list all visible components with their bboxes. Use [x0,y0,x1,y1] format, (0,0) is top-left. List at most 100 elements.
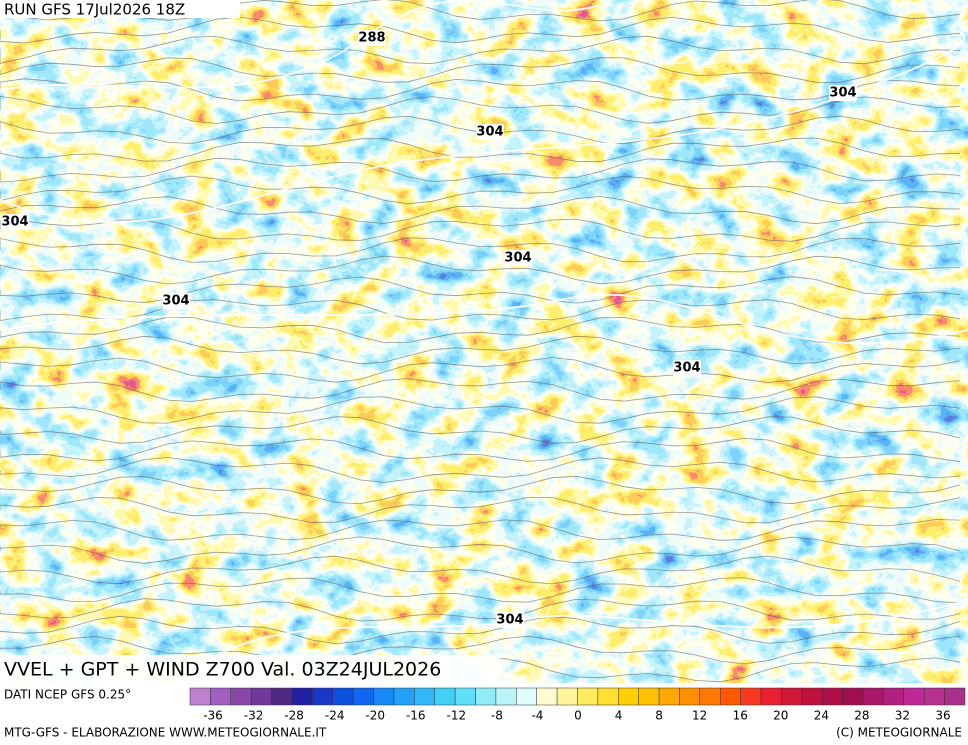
colorbar-cell [271,687,293,706]
colorbar-cell [597,687,619,706]
contour [0,293,968,345]
colorbar-tick-label: 28 [854,709,869,723]
colorbar-cell [944,687,966,706]
map-title: VVEL + GPT + WIND Z700 Val. 03Z24JUL2026 [4,659,441,681]
colorbar-tick-label: 4 [615,709,623,723]
colorbar-cell [821,687,843,706]
streamline [0,457,961,483]
streamline [0,519,961,541]
colorbar-tick-label: -20 [365,709,385,723]
colorbar-cell [720,687,741,706]
colorbar-cell [556,687,578,706]
streamline [0,615,961,645]
streamline [0,35,961,65]
contour-label-bg [496,612,524,628]
colorbar-cell [781,687,803,706]
streamline [0,276,961,304]
streamline [0,357,961,383]
colorbar-cell [454,687,476,706]
colorbar-tick-label: 8 [655,709,663,723]
streamline [0,137,961,163]
streamline [0,299,961,321]
streamline [0,635,961,665]
contour-label-bg [476,124,504,140]
title-box [0,655,500,683]
run-label: RUN GFS 17Jul2026 18Z [4,1,185,19]
colorbar-tick-label: -8 [491,709,503,723]
colorbar-tick-label: -32 [244,709,264,723]
colorbar-cell [414,687,435,706]
streamline [0,0,961,22]
contour-label: 304 [476,125,503,140]
run-box [0,0,240,18]
colorbar-tick-label: 24 [814,709,829,723]
colorbar-cell [923,687,945,706]
streamline [0,536,961,564]
colorbar-cell [250,687,272,706]
colorbar-tick-label: 0 [574,709,582,723]
contour-label: 304 [1,215,28,230]
colorbar-cell [475,687,497,706]
colorbar-cell [618,687,639,706]
colorbar-cell [679,687,701,706]
colorbar-cell [230,687,252,706]
contour [0,19,968,223]
colorbar-cell [801,687,823,706]
colorbar-cell [332,687,354,706]
source-label: DATI NCEP GFS 0.25° [4,688,131,702]
contour-label-bg [829,85,857,101]
streamline [0,335,961,365]
contour-label-bg [1,214,29,230]
contour-label: 304 [496,613,523,628]
colorbar-cell [842,687,864,706]
colorbar-cell [189,687,211,706]
streamline [0,598,961,622]
colorbar-tick-label: 32 [895,709,910,723]
contour-label: 304 [504,251,531,266]
colorbar-tick-label: 12 [692,709,707,723]
colorbar-tick-label: 20 [773,709,788,723]
credit-label: MTG-GFS - ELABORAZIONE WWW.METEOGIORNALE… [4,726,327,740]
streamline [0,95,961,124]
copyright-label: (C) METEOGIORNALE [836,726,962,740]
colorbar-cell [536,687,558,706]
colorbar-cell [312,687,334,706]
streamline [0,378,961,402]
colorbar-cell [352,687,374,706]
streamline [0,577,961,604]
vvel-field [0,0,968,683]
colorbar-cell [516,687,537,706]
contour-label-bg [673,360,701,376]
contour-label: 304 [829,86,856,101]
contour-label-bg [358,30,386,46]
colorbar-cell [495,687,517,706]
colorbar-cell [740,687,762,706]
streamline [0,16,961,44]
colorbar-tick-label: -4 [531,709,543,723]
colorbar-tick-label: -24 [325,709,345,723]
colorbar-cell [903,687,925,706]
colorbar-tick-label: -16 [406,709,426,723]
colorbar-cell [760,687,782,706]
colorbar-cell [577,687,599,706]
streamline [0,57,961,83]
colorbar-tick-label: -36 [203,709,223,723]
wind-streamlines [0,0,961,683]
colorbar-cell [434,687,456,706]
streamline [0,237,961,263]
streamline [0,157,961,183]
colorbar-tick-label: -28 [284,709,304,723]
streamline [0,115,961,145]
contour-label-bg [504,250,532,266]
streamline [0,555,961,585]
gpt-contours [0,0,968,683]
streamline [0,175,961,205]
contour-labels: 288 304 304 304 304 304 304 304 [1,30,857,628]
streamline [0,78,961,102]
contour-label: 288 [358,31,385,46]
colorbar-cell [291,687,313,706]
colorbar: -36 -32 -28 -24 -20 -16 -12 -8 -4 0 4 8 12 16 20 24 28 32… [189,687,966,723]
colorbar-tick-label: 36 [935,709,950,723]
